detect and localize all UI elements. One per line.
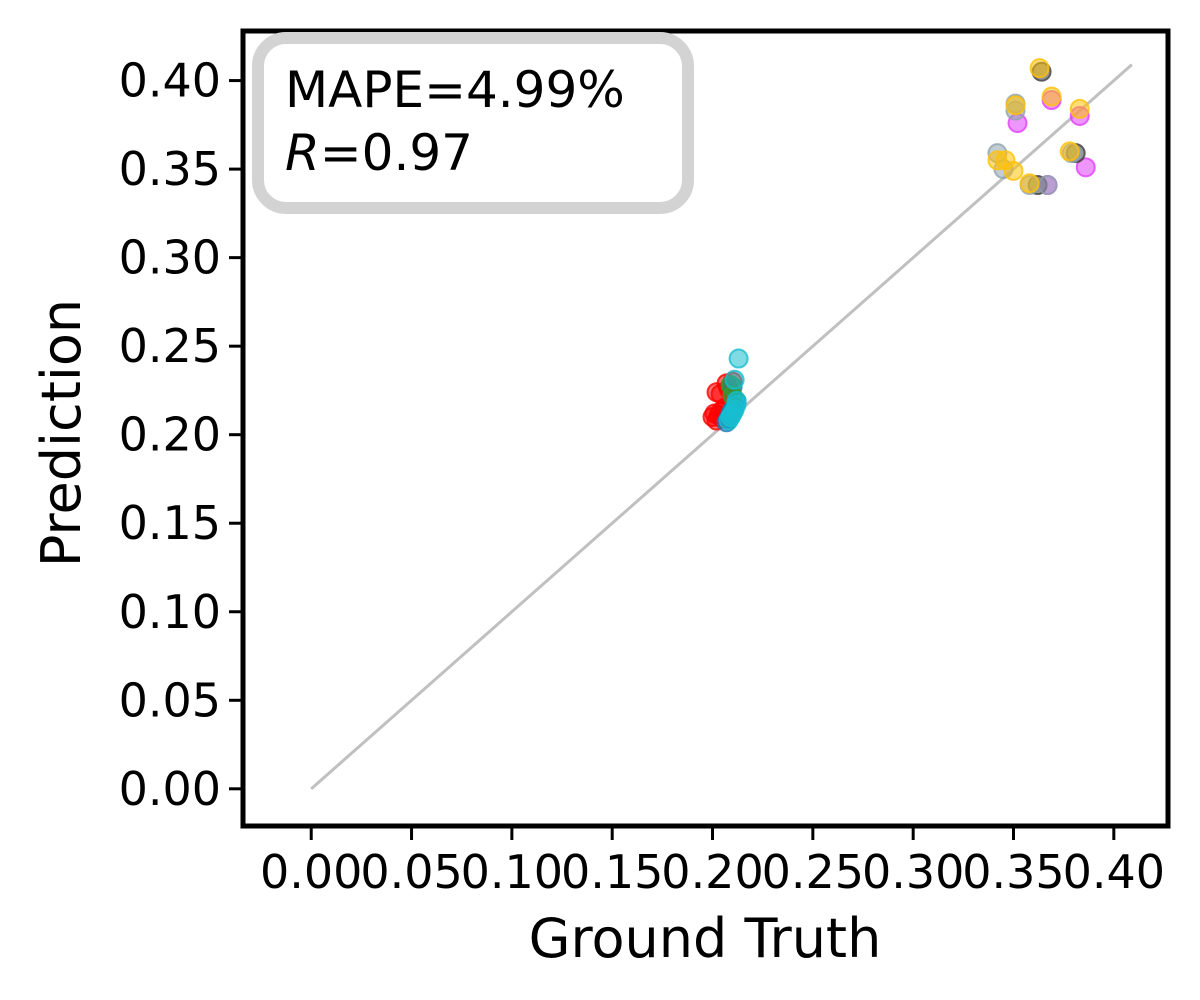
r-symbol: R xyxy=(285,124,320,182)
y-tick-label: 0.30 xyxy=(119,231,221,285)
x-tick-label: 0.40 xyxy=(1063,845,1165,899)
y-tick-label: 0.00 xyxy=(119,762,221,816)
mape-label: MAPE=4.99% xyxy=(285,61,625,119)
scatter-point xyxy=(1005,95,1026,116)
x-axis-title: Ground Truth xyxy=(529,907,882,970)
r-label: R=0.97 xyxy=(285,124,473,182)
scatter-point xyxy=(1029,58,1050,79)
y-tick-label: 0.10 xyxy=(119,585,221,639)
x-tick-label: 0.20 xyxy=(661,845,763,899)
scatter-point xyxy=(1069,98,1090,119)
y-tick-label: 0.20 xyxy=(119,408,221,462)
scatter-point xyxy=(1003,160,1024,181)
y-axis-title: Prediction xyxy=(30,299,93,567)
x-tick-label: 0.00 xyxy=(260,845,362,899)
scatter-point xyxy=(1075,157,1096,178)
scatter-point xyxy=(724,369,745,390)
scatter-point xyxy=(1059,141,1080,162)
scatter-point xyxy=(1041,86,1062,107)
r-value: =0.97 xyxy=(320,124,473,182)
scatter-point xyxy=(728,348,749,369)
scatter-points xyxy=(702,58,1096,433)
scatter-point xyxy=(1019,173,1040,194)
y-tick-labels: 0.00 0.05 0.10 0.15 0.20 0.25 0.30 0.35 0.40 xyxy=(119,54,221,816)
x-tick-label: 0.30 xyxy=(862,845,964,899)
y-tick-label: 0.15 xyxy=(119,496,221,550)
x-tick-label: 0.35 xyxy=(962,845,1064,899)
y-tick-label: 0.35 xyxy=(119,142,221,196)
y-tick-label: 0.40 xyxy=(119,54,221,108)
x-tick-labels: 0.000.050.100.150.200.250.300.350.40 xyxy=(260,845,1165,899)
plot-frame xyxy=(240,28,1171,829)
x-tick-label: 0.05 xyxy=(360,845,462,899)
x-tick-label: 0.15 xyxy=(561,845,663,899)
x-tick-label: 0.10 xyxy=(461,845,563,899)
scatter-point xyxy=(726,391,747,412)
y-tick-label: 0.25 xyxy=(119,319,221,373)
x-tick-label: 0.25 xyxy=(762,845,864,899)
y-tick-label: 0.05 xyxy=(119,673,221,727)
stats-annotation-box: MAPE=4.99% R=0.97 xyxy=(252,32,694,214)
scatter-point xyxy=(1037,175,1058,196)
